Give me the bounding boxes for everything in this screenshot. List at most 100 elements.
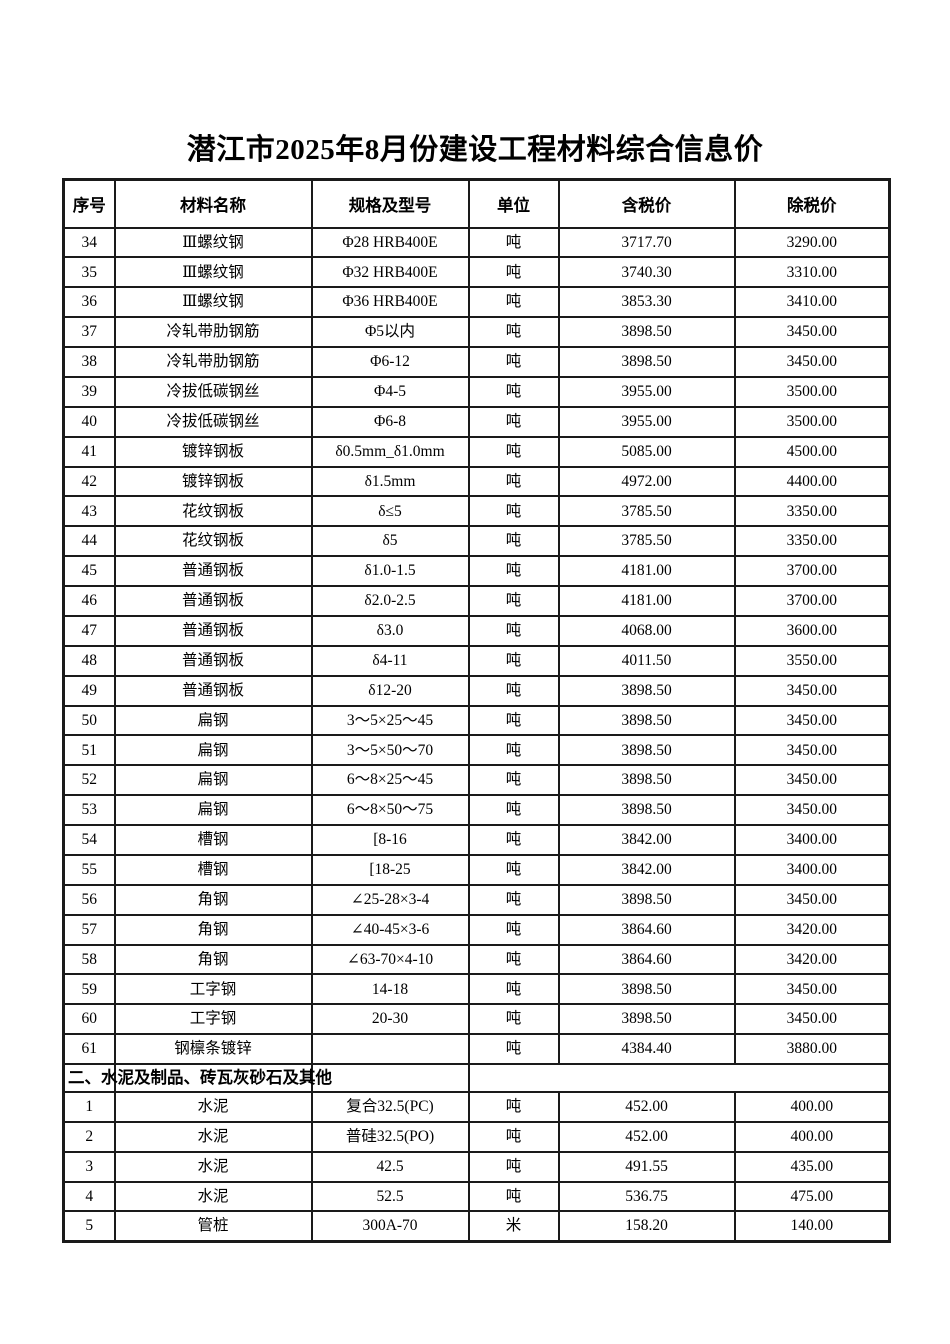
spec-model-cell: 6～8×50～75 [310,794,470,826]
price-without-tax-cell: 3450.00 [733,883,891,916]
price-without-tax-cell: 3410.00 [733,286,891,319]
row-number: 48 [62,644,116,677]
unit-cell: 吨 [467,525,560,558]
spec-model-cell: δ≤5 [310,495,470,528]
spec-model-cell: δ3.0 [310,614,470,647]
price-with-tax-cell: 3853.30 [557,286,736,319]
price-without-tax-cell: 3450.00 [733,734,891,767]
unit-cell: 吨 [467,435,560,468]
price-with-tax-cell: 158.20 [557,1210,736,1243]
price-without-tax-cell: 140.00 [733,1210,891,1243]
unit-cell: 吨 [467,495,560,528]
price-without-tax-cell: 3420.00 [733,913,891,946]
table-row: 39 冷拔低碳钢丝 Φ4-5 吨 3955.00 3500.00 [62,375,891,408]
material-name-cell: Ⅲ螺纹钢 [113,286,313,319]
material-name-cell: 工字钢 [113,973,313,1006]
spec-model-cell: 普硅32.5(PO) [310,1120,470,1153]
material-name-cell: 扁钢 [113,764,313,797]
unit-cell: 吨 [467,1003,560,1036]
header-price-without-tax: 除税价 [733,178,891,229]
table-row: 42 镀锌钢板 δ1.5mm 吨 4972.00 4400.00 [62,465,891,498]
unit-cell: 吨 [467,465,560,498]
unit-cell: 吨 [467,913,560,946]
table-row: 3 水泥 42.5 吨 491.55 435.00 [62,1150,891,1183]
spec-model-cell: Φ28 HRB400E [310,226,470,259]
page-title: 潜江市2025年8月份建设工程材料综合信息价 [186,134,764,166]
price-without-tax-cell: 3450.00 [733,346,891,378]
material-name-cell: 普通钢板 [113,644,313,677]
material-name-cell: 扁钢 [113,704,313,737]
row-number: 43 [62,495,116,528]
table-row: 38 冷轧带肋钢筋 Φ6-12 吨 3898.50 3450.00 [62,346,891,378]
table-row: 4 水泥 52.5 吨 536.75 475.00 [62,1180,891,1213]
spec-model-cell: 300A-70 [310,1210,470,1243]
row-number: 50 [62,704,116,737]
material-name-cell: 冷拔低碳钢丝 [113,405,313,438]
spec-model-cell: ∠25-28×3-4 [310,883,470,916]
material-name-cell: 镀锌钢板 [113,435,313,468]
section-title: 二、水泥及制品、砖瓦灰砂石及其他 [68,1068,332,1087]
price-with-tax-cell: 3898.50 [557,794,736,826]
table-row: 48 普通钢板 δ4-11 吨 4011.50 3550.00 [62,644,891,677]
price-without-tax-cell: 3500.00 [733,405,891,438]
table-row: 36 Ⅲ螺纹钢 Φ36 HRB400E 吨 3853.30 3410.00 [62,286,891,319]
price-with-tax-cell: 3898.50 [557,973,736,1006]
section-empty-merged-cell [467,1063,891,1093]
section-empty-cell [310,1063,470,1093]
spec-model-cell: Φ4-5 [310,375,470,408]
material-name-cell: 水泥 [113,1180,313,1213]
price-with-tax-cell: 3898.50 [557,704,736,737]
price-without-tax-cell: 3450.00 [733,764,891,797]
unit-cell: 吨 [467,943,560,976]
unit-cell: 吨 [467,375,560,408]
price-with-tax-cell: 4181.00 [557,585,736,617]
price-without-tax-cell: 3450.00 [733,704,891,737]
table-row: 50 扁钢 3～5×25～45 吨 3898.50 3450.00 [62,704,891,737]
material-name-cell: 普通钢板 [113,614,313,647]
price-with-tax-cell: 3898.50 [557,883,736,916]
price-with-tax-cell: 3842.00 [557,853,736,886]
spec-model-cell: Φ6-8 [310,405,470,438]
material-name-cell: 工字钢 [113,1003,313,1036]
spec-model-cell: δ1.0-1.5 [310,555,470,587]
row-number: 42 [62,465,116,498]
section-row: 二、水泥及制品、砖瓦灰砂石及其他 [62,1063,891,1093]
spec-model-cell: 20-30 [310,1003,470,1036]
price-without-tax-cell: 3350.00 [733,495,891,528]
material-name-cell: 角钢 [113,883,313,916]
price-with-tax-cell: 3898.50 [557,764,736,797]
material-name-cell: 普通钢板 [113,585,313,617]
material-name-cell: Ⅲ螺纹钢 [113,256,313,289]
price-with-tax-cell: 3785.50 [557,495,736,528]
row-number: 61 [62,1033,116,1065]
price-without-tax-cell: 3450.00 [733,1003,891,1036]
row-number: 58 [62,943,116,976]
spec-model-cell: ∠40-45×3-6 [310,913,470,946]
spec-model-cell: δ2.0-2.5 [310,585,470,617]
price-without-tax-cell: 3450.00 [733,674,891,707]
row-number: 57 [62,913,116,946]
price-table: 序号 材料名称 规格及型号 单位 含税价 除税价 34 Ⅲ螺纹钢 Φ28 HRB40… [62,178,891,1243]
spec-model-cell: 14-18 [310,973,470,1006]
row-number: 54 [62,824,116,856]
price-without-tax-cell: 435.00 [733,1150,891,1183]
row-number: 40 [62,405,116,438]
table-row: 41 镀锌钢板 δ0.5mm_δ1.0mm 吨 5085.00 4500.00 [62,435,891,468]
header-material-name: 材料名称 [113,178,313,229]
price-without-tax-cell: 3420.00 [733,943,891,976]
material-name-cell: 管桩 [113,1210,313,1243]
table-row: 53 扁钢 6～8×50～75 吨 3898.50 3450.00 [62,794,891,826]
price-with-tax-cell: 4181.00 [557,555,736,587]
row-number: 46 [62,585,116,617]
price-with-tax-cell: 3740.30 [557,256,736,289]
spec-model-cell: ∠63-70×4-10 [310,943,470,976]
material-name-cell: 扁钢 [113,794,313,826]
table-row: 54 槽钢 [8-16 吨 3842.00 3400.00 [62,824,891,856]
spec-model-cell: δ12-20 [310,674,470,707]
unit-cell: 吨 [467,585,560,617]
spec-model-cell: 42.5 [310,1150,470,1183]
unit-cell: 吨 [467,1150,560,1183]
price-with-tax-cell: 3898.50 [557,674,736,707]
row-number: 35 [62,256,116,289]
